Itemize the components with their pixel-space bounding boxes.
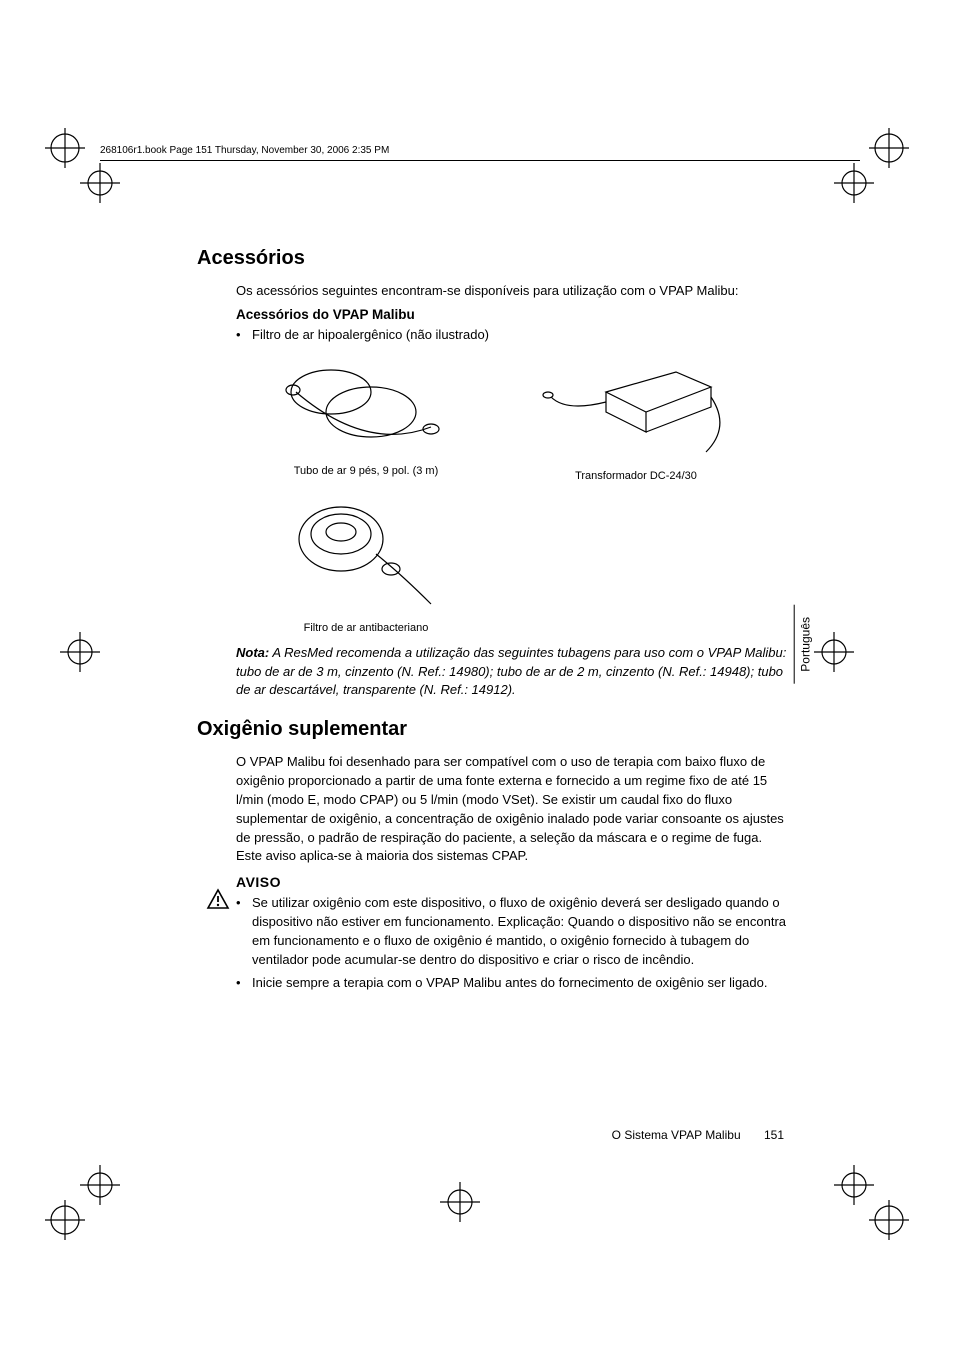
page-number: 151 — [764, 1128, 784, 1142]
heading-oxigenio: Oxigênio suplementar — [197, 718, 788, 741]
figure-transformador — [536, 357, 736, 462]
crop-mark-bottom-left — [45, 1160, 125, 1240]
figure-filtro-antibac — [281, 494, 451, 614]
crop-mark-top-right — [829, 128, 909, 208]
note-text: A ResMed recomenda a utilização das segu… — [236, 645, 786, 698]
oxigenio-para: O VPAP Malibu foi desenhado para ser com… — [236, 753, 788, 866]
crop-mark-right-mid — [814, 632, 854, 672]
warning-icon — [206, 888, 230, 917]
header-rule — [100, 160, 860, 161]
footer-title: O Sistema VPAP Malibu — [612, 1128, 741, 1142]
warning-title: AVISO — [236, 874, 788, 890]
crop-mark-left-mid — [60, 632, 100, 672]
page-footer: O Sistema VPAP Malibu 151 — [612, 1128, 784, 1142]
acessorios-intro: Os acessórios seguintes encontram-se dis… — [236, 282, 788, 301]
warning-bullet-1: Se utilizar oxigênio com este dispositiv… — [236, 894, 788, 969]
page-content: Acessórios Os acessórios seguintes encon… — [198, 247, 788, 997]
figure-tubo-ar — [281, 357, 451, 457]
bullet-filtro-hipo: Filtro de ar hipoalergênico (não ilustra… — [236, 326, 788, 345]
subheading-acessorios: Acessórios do VPAP Malibu — [236, 307, 788, 322]
crop-mark-top-left — [45, 128, 125, 208]
note-label: Nota: — [236, 645, 269, 660]
warning-bullet-2: Inicie sempre a terapia com o VPAP Malib… — [236, 974, 788, 993]
crop-mark-bottom-right — [829, 1160, 909, 1240]
caption-transformador: Transformador DC-24/30 — [575, 470, 697, 482]
caption-tubo-ar: Tubo de ar 9 pés, 9 pol. (3 m) — [294, 465, 439, 477]
language-tab: Português — [794, 605, 813, 684]
note-tubagens: Nota: A ResMed recomenda a utilização da… — [236, 644, 788, 701]
caption-filtro-antibac: Filtro de ar antibacteriano — [304, 622, 429, 634]
heading-acessorios: Acessórios — [197, 247, 788, 270]
running-header: 268106r1.book Page 151 Thursday, Novembe… — [100, 145, 389, 156]
crop-mark-bottom-mid — [440, 1182, 480, 1222]
